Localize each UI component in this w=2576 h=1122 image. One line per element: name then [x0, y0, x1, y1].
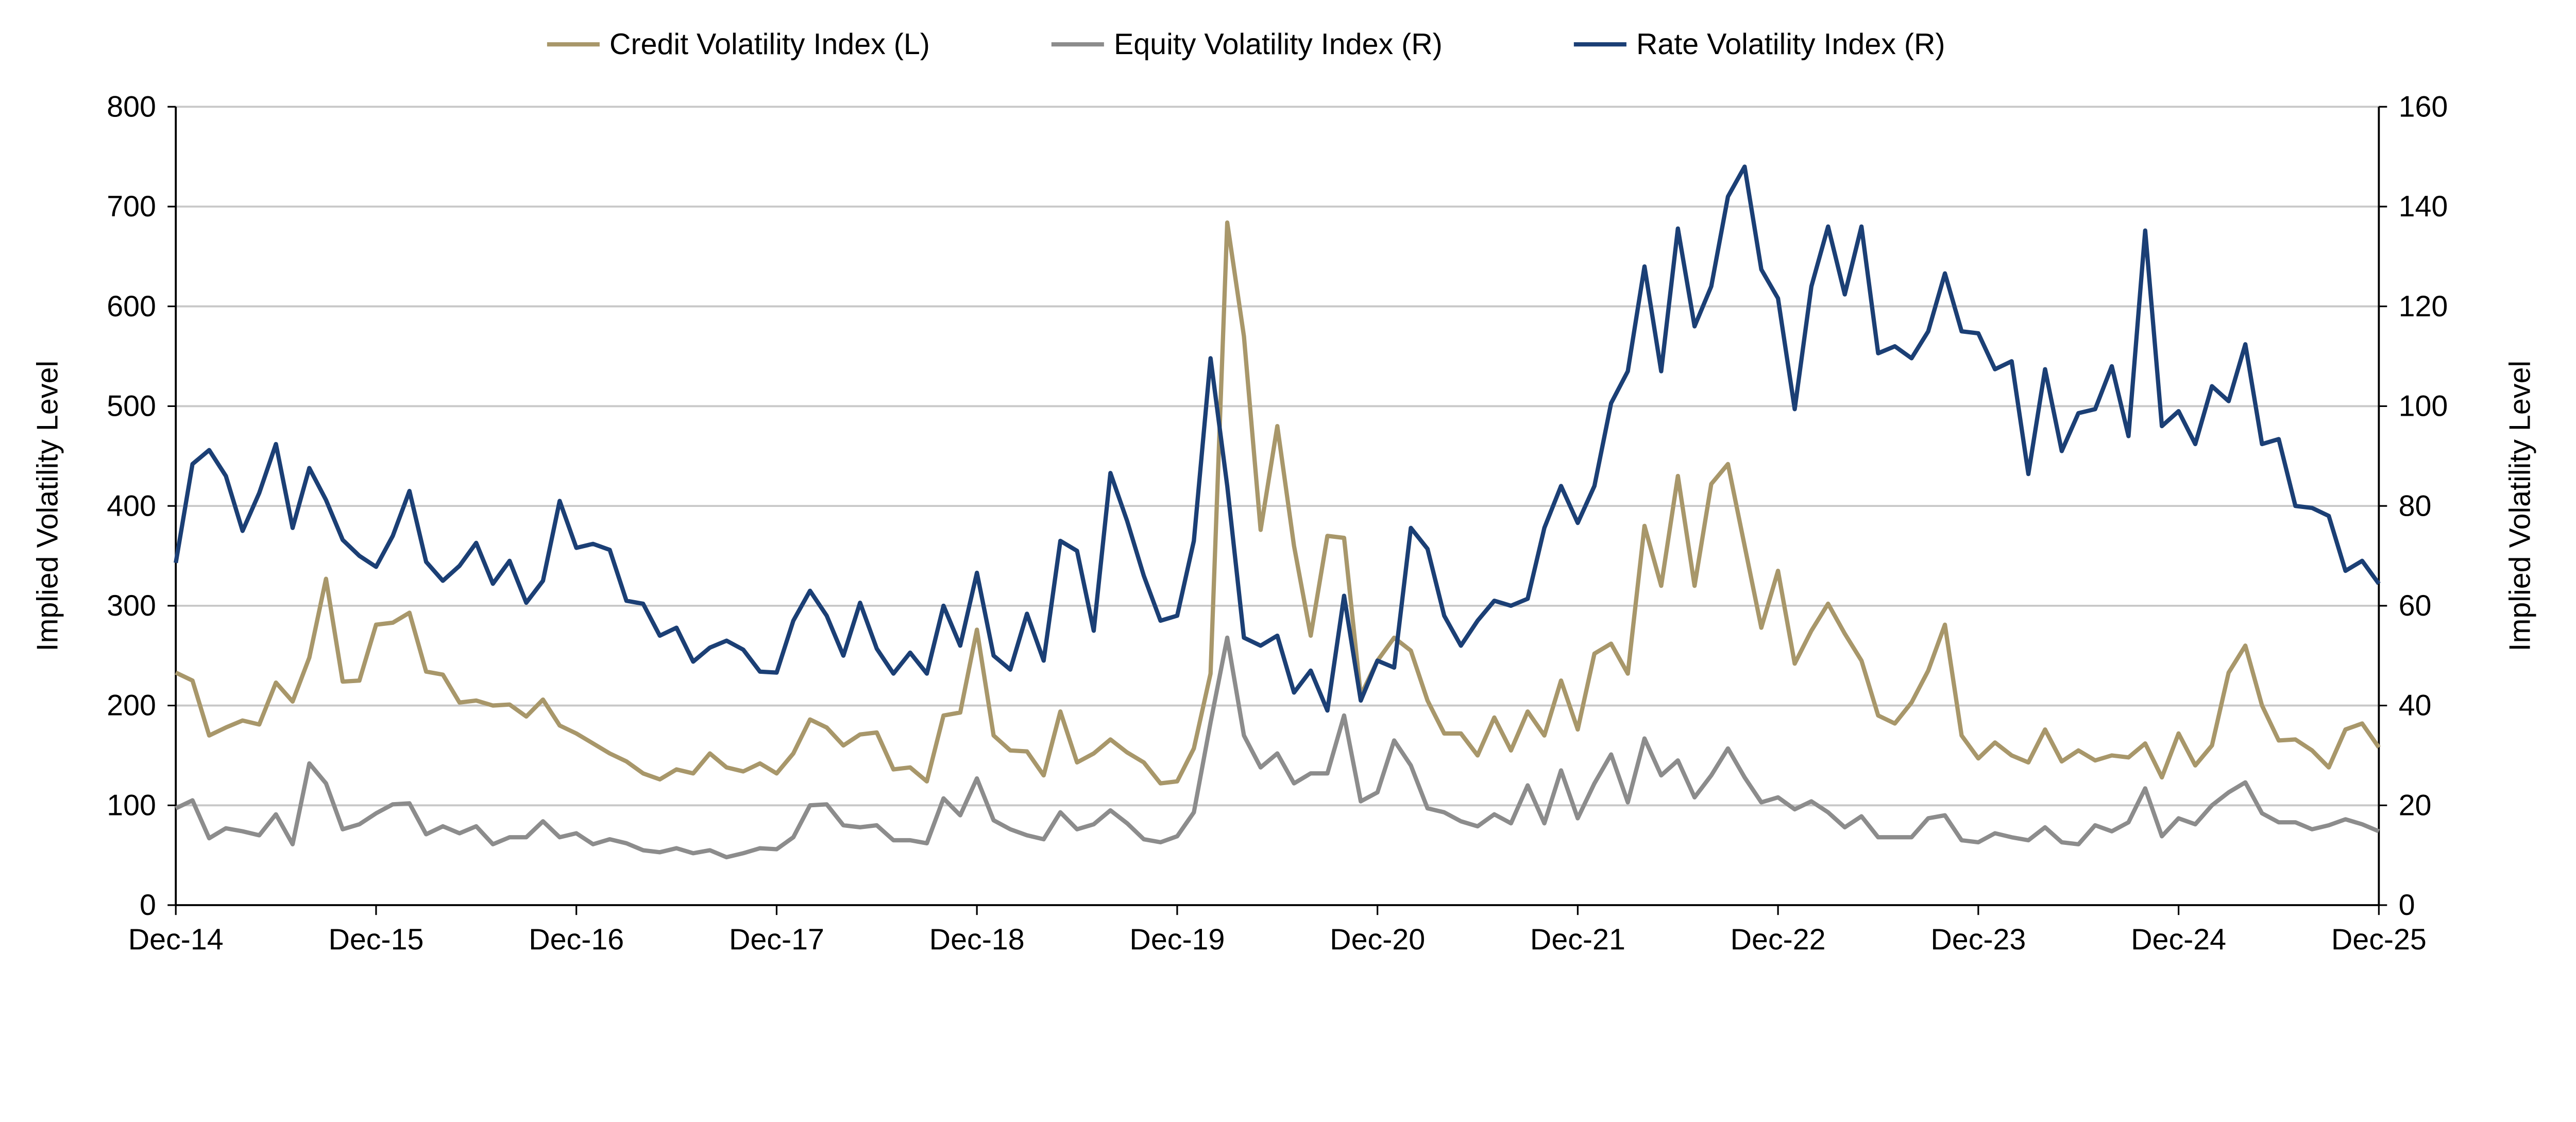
x-tick-label: Dec-19 — [1129, 923, 1225, 956]
series-line-equity — [175, 635, 2380, 860]
left-tick-label: 100 — [107, 789, 156, 822]
x-tick-label: Dec-17 — [729, 923, 824, 956]
x-tick-label: Dec-24 — [2131, 923, 2226, 956]
x-tick-label: Dec-16 — [529, 923, 624, 956]
right-tick-label: 80 — [2399, 489, 2432, 522]
right-tick-label: 100 — [2399, 390, 2448, 423]
x-tick-label: Dec-21 — [1530, 923, 1625, 956]
right-tick-label: 0 — [2399, 889, 2415, 922]
x-tick-label: Dec-15 — [328, 923, 423, 956]
left-tick-label: 200 — [107, 689, 156, 722]
x-tick-label: Dec-22 — [1731, 923, 1826, 956]
x-tick-label: Dec-20 — [1330, 923, 1425, 956]
legend: Credit Volatility Index (L) Equity Volati… — [547, 28, 1945, 61]
legend-label: Equity Volatility Index (R) — [1114, 28, 1443, 61]
right-tick-label: 60 — [2399, 589, 2432, 622]
gridlines — [176, 106, 2379, 807]
x-tick-label: Dec-23 — [1930, 923, 2026, 956]
left-tick-label: 500 — [107, 390, 156, 423]
left-axis-title: Implied Volatility Level — [31, 361, 64, 651]
x-tick-label: Dec-18 — [929, 923, 1025, 956]
left-tick-label: 0 — [140, 889, 156, 922]
left-tick-label: 600 — [107, 290, 156, 323]
left-tick-label: 800 — [107, 90, 156, 123]
right-tick-label: 160 — [2399, 90, 2448, 123]
right-tick-label: 40 — [2399, 689, 2432, 722]
right-tick-label: 120 — [2399, 290, 2448, 323]
x-tick-label: Dec-25 — [2331, 923, 2427, 956]
x-tick-label: Dec-14 — [128, 923, 224, 956]
left-tick-label: 700 — [107, 190, 156, 223]
legend-label: Rate Volatility Index (R) — [1636, 28, 1945, 61]
axes: 0 0 100 20 200 40 300 60 400 80 500 100 600 120 700 140… — [107, 90, 2448, 956]
right-tick-label: 140 — [2399, 190, 2448, 223]
left-tick-label: 400 — [107, 489, 156, 522]
series-line-credit — [175, 220, 2381, 786]
legend-label: Credit Volatility Index (L) — [609, 28, 930, 61]
left-tick-label: 300 — [107, 589, 156, 622]
series-lines — [174, 164, 2381, 860]
volatility-line-chart: 0 0 100 20 200 40 300 60 400 80 500 100 600 120 700 140… — [31, 28, 2537, 956]
right-axis-title: Implied Volatility Level — [2504, 361, 2537, 651]
series-line-rate — [174, 164, 2381, 713]
right-tick-label: 20 — [2399, 789, 2432, 822]
